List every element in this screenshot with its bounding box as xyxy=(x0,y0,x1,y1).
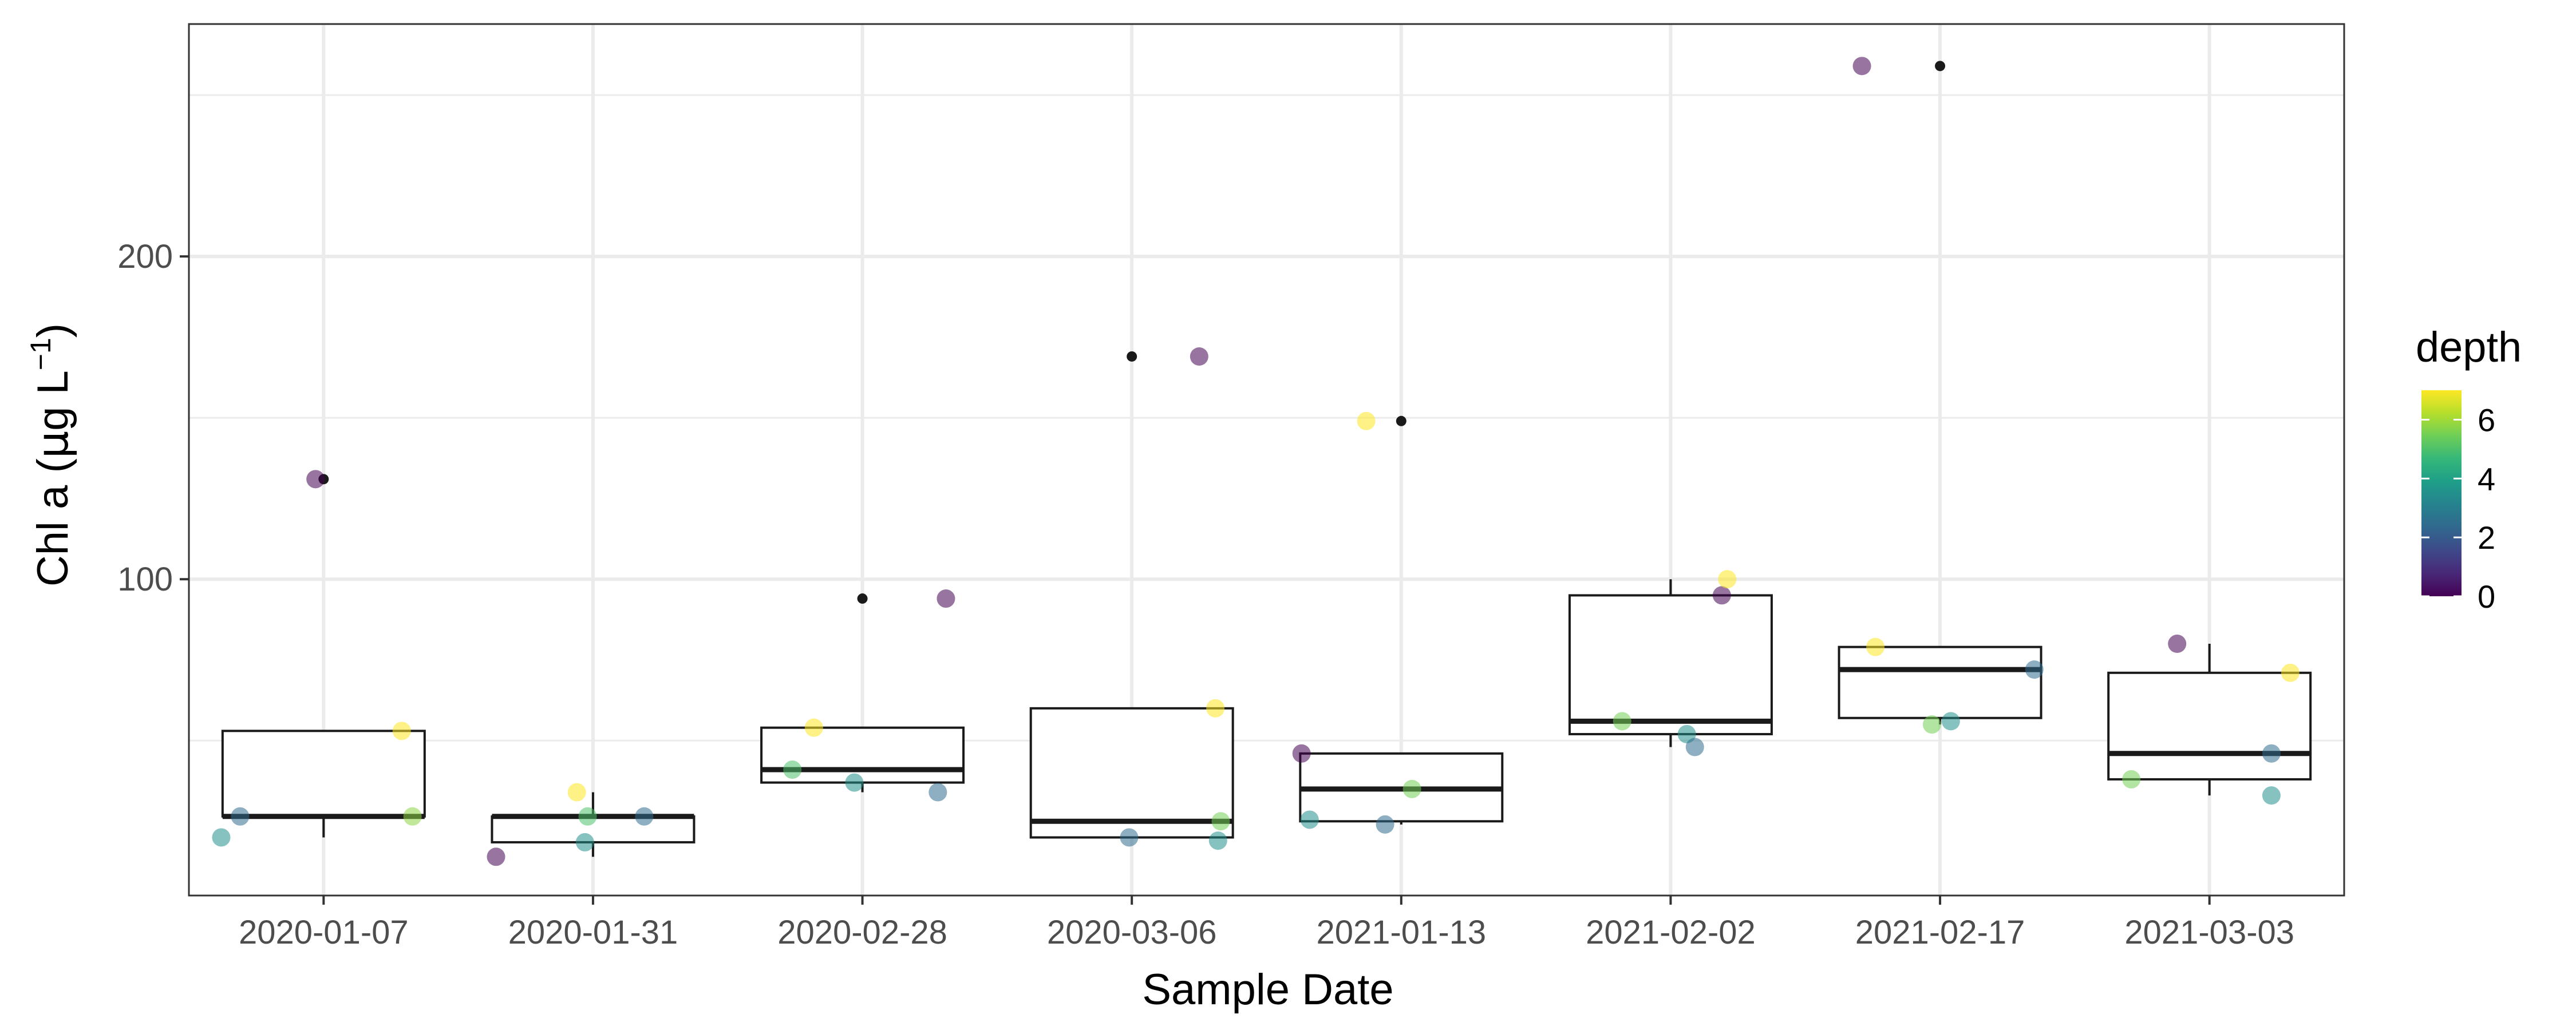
data-point xyxy=(2025,660,2044,679)
data-point xyxy=(1211,812,1230,831)
data-point xyxy=(575,833,594,851)
y-tick-label: 200 xyxy=(117,238,173,275)
data-point xyxy=(804,718,823,737)
x-tick-label: 2021-02-02 xyxy=(1586,914,1756,951)
legend-tick-label: 0 xyxy=(2478,579,2495,615)
box-2020-01-31 xyxy=(491,792,696,857)
data-point xyxy=(1718,570,1737,589)
outlier-point xyxy=(1127,351,1137,362)
data-point xyxy=(1376,815,1394,834)
data-point xyxy=(2168,635,2187,653)
data-point xyxy=(1402,779,1421,798)
data-point xyxy=(1922,715,1941,734)
panel-border xyxy=(188,23,2345,897)
box-iqr xyxy=(1029,707,1234,839)
data-point xyxy=(1300,810,1319,829)
data-point xyxy=(2262,744,2281,763)
data-point xyxy=(1292,744,1311,763)
legend-tick-label: 2 xyxy=(2478,520,2495,556)
data-point xyxy=(2122,770,2141,789)
depth-points xyxy=(212,57,2300,866)
box-2021-02-17 xyxy=(1838,61,2042,725)
data-point xyxy=(1852,57,1871,76)
data-point xyxy=(783,760,802,779)
box-2021-02-02 xyxy=(1568,579,1773,747)
x-tick-label: 2021-02-17 xyxy=(1855,914,2025,951)
data-point xyxy=(2281,663,2300,682)
x-tick-label: 2021-01-13 xyxy=(1316,914,1486,951)
box-2021-01-13 xyxy=(1299,415,1504,825)
depth-colorbar xyxy=(2421,390,2462,596)
major-gridlines xyxy=(189,24,2344,896)
box-series xyxy=(221,61,2312,857)
legend-title: depth xyxy=(2416,323,2522,371)
x-axis-title: Sample Date xyxy=(1142,965,1393,1014)
data-point xyxy=(567,783,586,802)
data-point xyxy=(1120,828,1139,847)
box-2020-01-07 xyxy=(221,474,426,838)
data-point xyxy=(1206,699,1225,718)
data-point xyxy=(1712,586,1731,605)
data-point xyxy=(845,773,864,792)
x-tick-label: 2020-02-28 xyxy=(777,914,947,951)
data-point xyxy=(635,807,654,826)
data-point xyxy=(929,783,947,802)
x-tick-label: 2020-01-31 xyxy=(508,914,678,951)
data-point xyxy=(487,847,505,866)
legend-ticks: 0 2 4 6 xyxy=(2421,402,2495,615)
x-tick-label: 2021-03-03 xyxy=(2124,914,2294,951)
data-point xyxy=(306,470,325,489)
box-2021-03-03 xyxy=(2107,644,2312,796)
legend-tick-label: 4 xyxy=(2478,461,2495,497)
outlier-point xyxy=(1396,415,1406,426)
data-point xyxy=(1190,347,1208,366)
data-point xyxy=(231,807,250,826)
data-point xyxy=(392,722,411,740)
depth-legend: depth 0 2 4 6 xyxy=(2416,323,2522,615)
y-axis-title: Chl a (μg L−1) xyxy=(25,323,78,587)
y-axis: 100 200 xyxy=(117,238,189,598)
data-point xyxy=(212,828,231,847)
outlier-point xyxy=(1935,61,1946,72)
data-point xyxy=(1613,712,1631,731)
data-point xyxy=(578,807,597,826)
box-2020-03-06 xyxy=(1029,351,1234,839)
outlier-point xyxy=(857,593,868,604)
data-point xyxy=(1866,637,1885,656)
box-iqr xyxy=(1568,594,1773,735)
data-point xyxy=(2262,786,2281,805)
data-point xyxy=(1941,712,1960,731)
box-iqr xyxy=(1838,645,2042,719)
data-point xyxy=(1685,738,1704,756)
data-point xyxy=(1357,411,1376,430)
legend-tick-label: 6 xyxy=(2478,402,2495,438)
x-tick-label: 2020-01-07 xyxy=(239,914,409,951)
minor-gridlines xyxy=(189,94,2344,742)
x-axis: 2020-01-07 2020-01-31 2020-02-28 2020-03-06… xyxy=(239,896,2294,951)
data-point xyxy=(1208,831,1227,850)
y-tick-label: 100 xyxy=(117,561,173,598)
x-tick-label: 2020-03-06 xyxy=(1047,914,1217,951)
box-iqr xyxy=(221,730,426,818)
data-point xyxy=(403,807,422,826)
data-point xyxy=(937,589,955,608)
box-iqr xyxy=(2107,671,2312,781)
